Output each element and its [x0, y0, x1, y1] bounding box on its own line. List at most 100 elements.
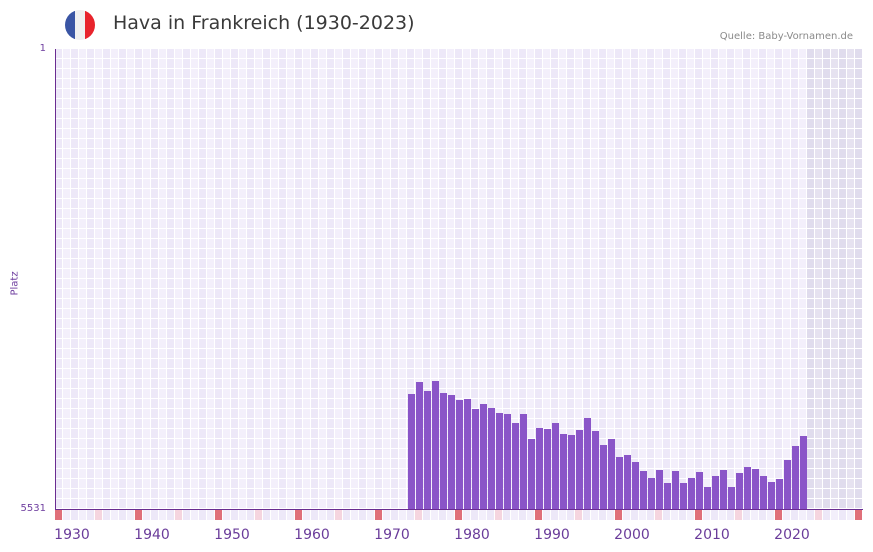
bar-2005[interactable]	[656, 470, 663, 509]
bar-1999[interactable]	[608, 439, 615, 509]
y-tick-bottom: 5531	[20, 503, 46, 514]
flag-stripe-red	[85, 10, 95, 40]
year-marker	[615, 510, 623, 520]
grid-column	[471, 49, 479, 509]
bar-1994[interactable]	[568, 435, 575, 509]
year-marker	[671, 510, 679, 520]
grid-column	[687, 49, 695, 509]
grid-column	[527, 49, 535, 509]
year-marker	[839, 510, 847, 520]
bar-1984[interactable]	[488, 408, 495, 509]
year-marker	[79, 510, 87, 520]
bar-2008[interactable]	[680, 483, 687, 509]
bar-2023[interactable]	[800, 436, 807, 509]
bar-2016[interactable]	[744, 467, 751, 509]
bar-2020[interactable]	[776, 479, 783, 509]
bar-2002[interactable]	[632, 462, 639, 509]
bar-2017[interactable]	[752, 469, 759, 509]
x-tick-1960: 1960	[294, 527, 330, 543]
bar-2013[interactable]	[720, 470, 727, 509]
bar-1985[interactable]	[496, 413, 503, 509]
bar-1988[interactable]	[520, 414, 527, 509]
grid-column	[367, 49, 375, 509]
grid-column	[167, 49, 175, 509]
bar-2014[interactable]	[728, 487, 735, 509]
bar-2006[interactable]	[664, 483, 671, 509]
year-marker	[823, 510, 831, 520]
y-tick-top: 1	[39, 43, 46, 54]
bar-1974[interactable]	[408, 394, 415, 509]
year-marker	[207, 510, 215, 520]
x-tick-1990: 1990	[534, 527, 570, 543]
bar-2015[interactable]	[736, 473, 743, 509]
bar-1980[interactable]	[456, 400, 463, 509]
grid-column	[391, 49, 399, 509]
bar-1996[interactable]	[584, 418, 591, 509]
bar-1989[interactable]	[528, 439, 535, 509]
year-marker	[127, 510, 135, 520]
bar-2011[interactable]	[704, 487, 711, 509]
grid-column	[431, 49, 439, 509]
x-tick-1970: 1970	[374, 527, 410, 543]
bar-1987[interactable]	[512, 423, 519, 509]
bar-2001[interactable]	[624, 455, 631, 509]
year-marker	[231, 510, 239, 520]
bar-2010[interactable]	[696, 472, 703, 509]
bar-2009[interactable]	[688, 478, 695, 509]
bar-1991[interactable]	[544, 429, 551, 509]
x-tick-2010: 2010	[694, 527, 730, 543]
bar-1995[interactable]	[576, 430, 583, 509]
bar-1978[interactable]	[440, 393, 447, 509]
year-marker	[223, 510, 231, 520]
plot-area	[55, 49, 863, 509]
bar-1976[interactable]	[424, 391, 431, 509]
bar-1997[interactable]	[592, 431, 599, 509]
grid-column	[711, 49, 719, 509]
year-marker	[551, 510, 559, 520]
grid-column	[543, 49, 551, 509]
grid-column	[743, 49, 751, 509]
year-marker	[655, 510, 663, 520]
bar-2003[interactable]	[640, 471, 647, 509]
grid-column	[551, 49, 559, 509]
bar-1990[interactable]	[536, 428, 543, 509]
grid-column	[727, 49, 735, 509]
bar-1982[interactable]	[472, 409, 479, 509]
bar-2004[interactable]	[648, 478, 655, 509]
bar-1992[interactable]	[552, 423, 559, 509]
grid-column	[343, 49, 351, 509]
bar-1998[interactable]	[600, 445, 607, 509]
grid-column	[767, 49, 775, 509]
bar-2000[interactable]	[616, 457, 623, 509]
year-marker	[383, 510, 391, 520]
bar-1977[interactable]	[432, 381, 439, 509]
bar-1993[interactable]	[560, 434, 567, 509]
flag-stripe-white	[75, 10, 85, 40]
grid-column	[55, 49, 63, 509]
bar-2022[interactable]	[792, 446, 799, 509]
bar-2007[interactable]	[672, 471, 679, 509]
bar-1975[interactable]	[416, 382, 423, 509]
year-marker	[663, 510, 671, 520]
bar-2019[interactable]	[768, 482, 775, 509]
grid-column	[383, 49, 391, 509]
year-marker	[359, 510, 367, 520]
year-marker	[559, 510, 567, 520]
bar-1986[interactable]	[504, 414, 511, 509]
year-marker	[159, 510, 167, 520]
grid-column	[639, 49, 647, 509]
grid-column	[407, 49, 415, 509]
bar-2018[interactable]	[760, 476, 767, 509]
bar-2021[interactable]	[784, 460, 791, 509]
source-link[interactable]: Quelle: Baby-Vornamen.de	[719, 31, 853, 42]
bar-2012[interactable]	[712, 476, 719, 509]
bar-1983[interactable]	[480, 404, 487, 509]
year-marker	[735, 510, 743, 520]
year-marker	[327, 510, 335, 520]
year-marker	[631, 510, 639, 520]
bar-1979[interactable]	[448, 395, 455, 509]
year-marker	[639, 510, 647, 520]
year-marker	[415, 510, 423, 520]
grid-column	[399, 49, 407, 509]
bar-1981[interactable]	[464, 399, 471, 509]
